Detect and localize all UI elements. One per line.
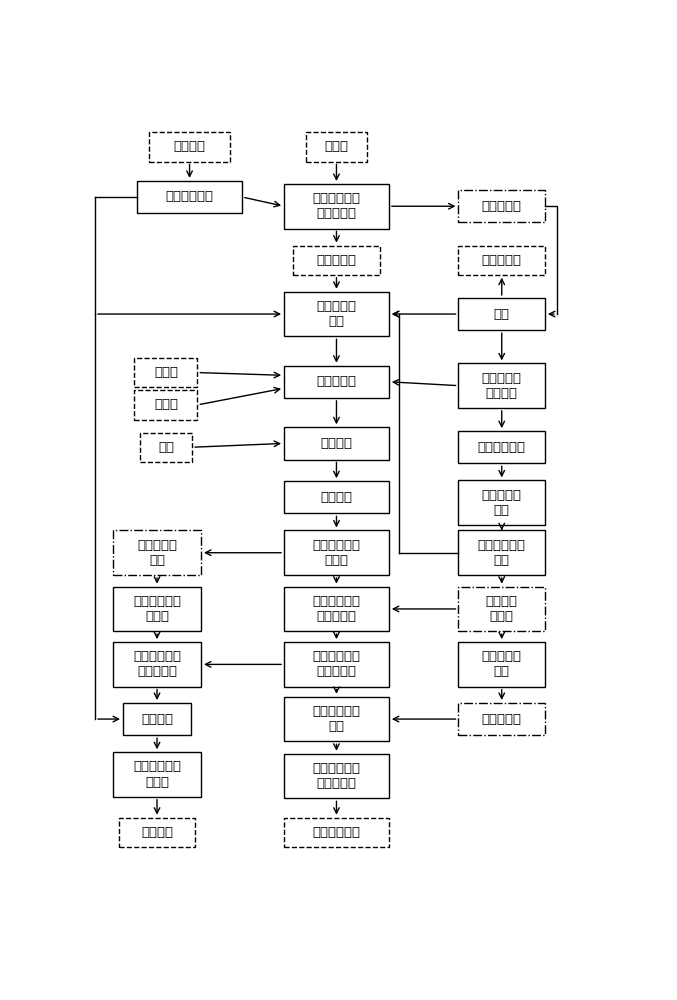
FancyBboxPatch shape	[284, 366, 389, 398]
FancyBboxPatch shape	[458, 587, 545, 631]
Text: 硅酸钠溶液
精制: 硅酸钠溶液 精制	[482, 650, 522, 678]
Text: 含硅铝酸钠
溶液: 含硅铝酸钠 溶液	[137, 539, 177, 567]
FancyBboxPatch shape	[284, 642, 389, 687]
FancyBboxPatch shape	[137, 181, 242, 213]
Text: 雪硅钙石前驱
体分离洗涤: 雪硅钙石前驱 体分离洗涤	[313, 650, 360, 678]
FancyBboxPatch shape	[293, 246, 380, 275]
FancyBboxPatch shape	[284, 587, 389, 631]
FancyBboxPatch shape	[113, 587, 201, 631]
Text: 石灰石: 石灰石	[154, 366, 178, 379]
FancyBboxPatch shape	[284, 427, 389, 460]
FancyBboxPatch shape	[139, 433, 192, 462]
Text: 硅酸钠精液: 硅酸钠精液	[482, 713, 522, 726]
Text: 粉煤灰精矿: 粉煤灰精矿	[316, 254, 357, 267]
Text: 焙烧: 焙烧	[494, 308, 510, 321]
FancyBboxPatch shape	[123, 703, 191, 735]
FancyBboxPatch shape	[149, 132, 230, 162]
Text: 硅酸二钙
洗涤料: 硅酸二钙 洗涤料	[485, 595, 518, 623]
Text: 水热合成雪硅
钙石: 水热合成雪硅 钙石	[313, 705, 360, 733]
FancyBboxPatch shape	[284, 530, 389, 575]
Text: 氢氧化铝分解: 氢氧化铝分解	[478, 441, 526, 454]
Text: 生料浆制备: 生料浆制备	[316, 375, 357, 388]
FancyBboxPatch shape	[113, 530, 201, 575]
Text: 含硅铝酸钠溶
液精制: 含硅铝酸钠溶 液精制	[133, 595, 181, 623]
FancyBboxPatch shape	[458, 298, 545, 330]
FancyBboxPatch shape	[284, 184, 389, 229]
Text: 硅酸二钙分离
及洗涤: 硅酸二钙分离 及洗涤	[313, 539, 360, 567]
FancyBboxPatch shape	[284, 754, 389, 798]
Text: 无烟煤: 无烟煤	[154, 398, 178, 411]
FancyBboxPatch shape	[306, 132, 367, 162]
FancyBboxPatch shape	[119, 818, 195, 847]
Text: 粉煤灰: 粉煤灰	[324, 140, 349, 153]
Text: 烟煤: 烟煤	[158, 441, 174, 454]
FancyBboxPatch shape	[135, 358, 198, 387]
Text: 雪硅钙石分离
洗涤及烘干: 雪硅钙石分离 洗涤及烘干	[313, 762, 360, 790]
FancyBboxPatch shape	[458, 190, 545, 222]
FancyBboxPatch shape	[458, 431, 545, 463]
FancyBboxPatch shape	[284, 697, 389, 741]
Text: 碱浸及常压
脱硅: 碱浸及常压 脱硅	[316, 300, 357, 328]
Text: 熟料溶出: 熟料溶出	[320, 491, 353, 504]
Text: 水热合成雪硅
钙石前驱体: 水热合成雪硅 钙石前驱体	[313, 595, 360, 623]
Text: 铝酸钠分解
溶液蒸发: 铝酸钠分解 溶液蒸发	[482, 372, 522, 400]
FancyBboxPatch shape	[458, 246, 545, 275]
FancyBboxPatch shape	[284, 292, 389, 336]
FancyBboxPatch shape	[284, 481, 389, 513]
FancyBboxPatch shape	[135, 390, 198, 420]
Text: 沸石分离洗涤
及烘干: 沸石分离洗涤 及烘干	[133, 760, 181, 788]
FancyBboxPatch shape	[458, 530, 545, 575]
FancyBboxPatch shape	[113, 642, 201, 687]
FancyBboxPatch shape	[458, 703, 545, 735]
FancyBboxPatch shape	[458, 480, 545, 525]
Text: 碱浸渣分离及
洗涤: 碱浸渣分离及 洗涤	[478, 539, 526, 567]
FancyBboxPatch shape	[284, 818, 389, 847]
Text: 产品氧化铝: 产品氧化铝	[482, 254, 522, 267]
Text: 化学选矿及固
液分离洗涤: 化学选矿及固 液分离洗涤	[313, 192, 360, 220]
Text: 熟料烧结: 熟料烧结	[320, 437, 353, 450]
Text: 沸石合成: 沸石合成	[141, 713, 173, 726]
Text: 产品沸石: 产品沸石	[141, 826, 173, 839]
Text: 硅酸钠粗液: 硅酸钠粗液	[482, 200, 522, 213]
Text: 铝酸钠溶液
精制: 铝酸钠溶液 精制	[482, 489, 522, 517]
Text: 产品雪硅钙石: 产品雪硅钙石	[313, 826, 360, 839]
FancyBboxPatch shape	[458, 642, 545, 687]
Text: 选矿溶剂调配: 选矿溶剂调配	[166, 190, 213, 204]
FancyBboxPatch shape	[113, 752, 201, 797]
FancyBboxPatch shape	[458, 363, 545, 408]
Text: 低硅氢氧化钠
稀溶液蒸发: 低硅氢氧化钠 稀溶液蒸发	[133, 650, 181, 678]
Text: 氢氧化钠: 氢氧化钠	[173, 140, 206, 153]
